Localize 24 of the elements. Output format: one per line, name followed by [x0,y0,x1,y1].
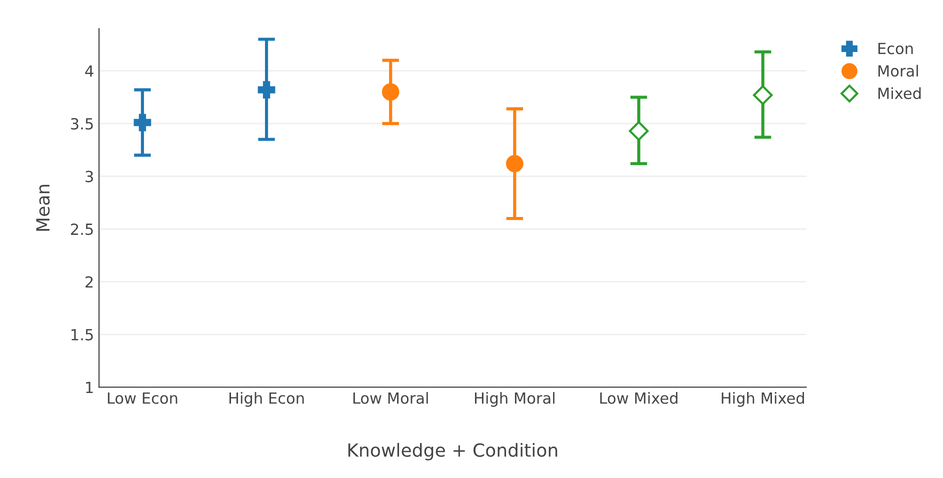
point [752,85,773,105]
x-axis-title: Knowledge + Condition [348,442,558,460]
legend-label: Moral [878,64,918,77]
x-tick-label: High Mixed [722,392,804,407]
x-tick-label: High Moral [474,392,554,407]
x-tick-label: Low Mixed [600,392,678,404]
y-tick-label: 2 [86,276,93,288]
point [134,114,152,132]
y-tick-label: 3.5 [71,118,93,130]
y-tick-label: 2.5 [70,223,93,236]
x-tick-label: High Econ [229,392,304,407]
point [506,154,524,172]
y-tick-label: 1 [86,382,93,393]
x-tick-label: Low Moral [353,392,428,404]
legend-label: Mixed [878,87,921,100]
legend-label: Econ [878,42,913,54]
point [258,81,276,99]
point [628,121,649,141]
point [382,83,400,101]
y-axis-title: Mean [36,184,50,231]
y-tick-label: 4 [85,66,94,77]
y-tick-label: 1.5 [72,329,93,340]
y-tick-label: 3 [86,170,93,182]
x-tick-label: Low Econ [108,392,178,404]
